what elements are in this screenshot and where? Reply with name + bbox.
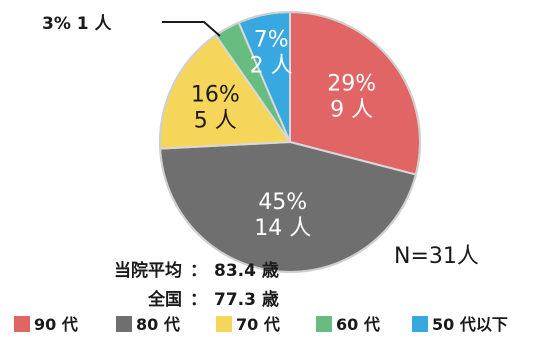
slice-count-label-50s-and-under: 2 人	[250, 53, 293, 78]
legend-swatch-70s	[216, 316, 232, 332]
national-average-label: 全国	[147, 289, 182, 310]
pie-slices	[159, 10, 421, 273]
pie-slice-labels: 29%9 人 45%14 人 16%5 人 7%2 人	[191, 27, 376, 241]
legend-swatch-50s-and-under	[412, 316, 428, 332]
legend: 90 代 80 代 70 代 60 代 50 代以下	[14, 315, 508, 334]
callout-60s-leader-line	[162, 21, 221, 37]
slice-percent-label-80s: 45%	[258, 190, 307, 215]
slice-percent-label-50s-and-under: 7%	[254, 27, 289, 52]
legend-label-50s-and-under: 50 代以下	[432, 315, 508, 334]
pie-outline	[159, 11, 421, 273]
national-average-value: 77.3 歳	[214, 289, 279, 310]
hospital-average-value: 83.4 歳	[214, 260, 279, 281]
slice-count-label-90s: 9 人	[330, 97, 373, 122]
callout-60s-label: 3% 1 人	[42, 14, 113, 34]
legend-label-60s: 60 代	[336, 315, 380, 334]
slice-count-label-70s: 5 人	[194, 108, 237, 133]
colon: ：	[190, 261, 207, 281]
hospital-average-label: 当院平均	[114, 260, 182, 281]
average-age-block: 当院平均 ： 83.4 歳 全国 ： 77.3 歳	[114, 260, 279, 310]
legend-label-80s: 80 代	[136, 315, 180, 334]
slice-percent-label-70s: 16%	[191, 82, 240, 107]
legend-swatch-80s	[116, 316, 132, 332]
sample-size-label: N=31人	[394, 244, 479, 269]
slice-count-label-80s: 14 人	[254, 216, 311, 241]
legend-label-90s: 90 代	[34, 315, 78, 334]
slice-percent-label-90s: 29%	[327, 71, 376, 96]
legend-swatch-90s	[14, 316, 30, 332]
colon: ：	[190, 290, 207, 310]
legend-label-70s: 70 代	[236, 315, 280, 334]
legend-swatch-60s	[316, 316, 332, 332]
